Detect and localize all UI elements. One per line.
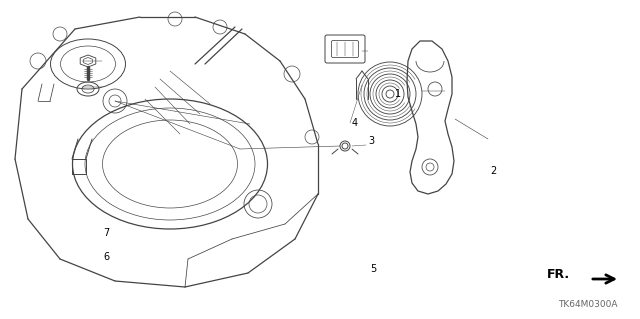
Text: 7: 7 (103, 228, 109, 238)
Text: 1: 1 (395, 89, 401, 99)
Text: TK64M0300A: TK64M0300A (559, 300, 618, 309)
Text: FR.: FR. (547, 268, 570, 280)
Text: 3: 3 (368, 136, 374, 146)
Text: 2: 2 (490, 166, 496, 176)
Text: 6: 6 (103, 252, 109, 262)
Text: 5: 5 (370, 264, 376, 274)
Text: 4: 4 (352, 118, 358, 128)
